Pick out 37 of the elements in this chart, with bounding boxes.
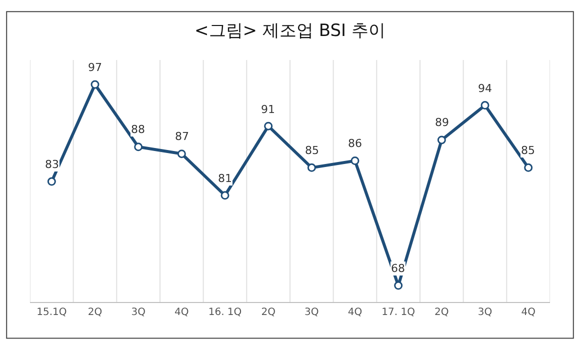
point (177, 150, 186, 158)
data-label: 81 (218, 172, 232, 185)
point (437, 136, 446, 144)
x-tick-label: 2Q (88, 307, 102, 318)
data-label: 85 (521, 144, 535, 157)
x-tick-label: 17. 1Q (382, 307, 416, 318)
data-label: 83 (45, 158, 59, 171)
x-tick-label: 4Q (348, 307, 362, 318)
data-label: 89 (435, 116, 449, 129)
data-label: 91 (261, 103, 275, 116)
point (394, 281, 403, 290)
point (264, 122, 273, 130)
data-label: 97 (88, 61, 102, 74)
point (307, 163, 316, 172)
x-tick-label: 3Q (304, 307, 319, 318)
point (134, 142, 143, 152)
x-tick-label: 3Q (131, 307, 146, 318)
point (220, 191, 230, 200)
x-tick-label: 4Q (174, 307, 189, 318)
x-tick-label: 2Q (261, 307, 276, 318)
chart-title: <그림> 제조업 BSI 추이 (194, 21, 386, 42)
data-label: 87 (175, 130, 189, 143)
data-label: 86 (348, 137, 362, 150)
data-label: 85 (305, 144, 319, 157)
x-tick-label: 16. 1Q (208, 307, 242, 318)
point (480, 101, 490, 110)
point (350, 156, 360, 165)
data-label: 94 (478, 82, 492, 95)
x-tick-label: 15.1Q (36, 307, 67, 318)
data-label: 88 (131, 123, 145, 136)
x-tick-label: 2Q (434, 307, 449, 318)
point (90, 80, 100, 89)
x-tick-label: 3Q (478, 307, 492, 318)
point (524, 163, 533, 172)
x-tick-label: 4Q (521, 307, 536, 318)
point (47, 177, 56, 186)
data-label: 68 (391, 262, 405, 275)
